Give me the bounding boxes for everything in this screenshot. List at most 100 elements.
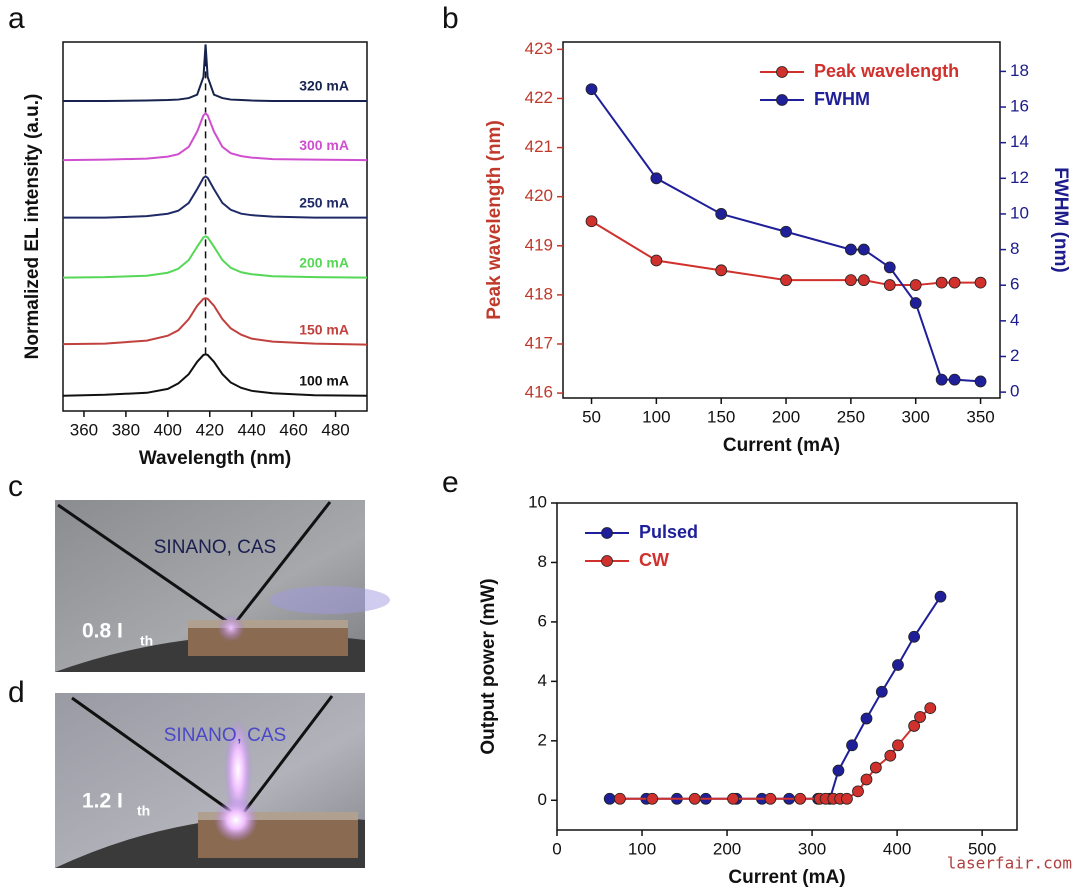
series-label: 250 mA <box>299 194 349 210</box>
y2-tick-label: 14 <box>1010 132 1029 151</box>
series-line <box>63 44 367 103</box>
legend-label: Peak wavelength <box>814 61 959 81</box>
y2-tick-label: 8 <box>1010 239 1019 258</box>
data-point <box>844 243 857 256</box>
emission <box>217 614 245 642</box>
y-tick-label: 420 <box>525 186 553 205</box>
data-point <box>794 792 807 805</box>
y2-tick-label: 10 <box>1010 203 1029 222</box>
data-point <box>908 720 921 732</box>
y-tick-label: 417 <box>525 333 553 352</box>
data-point <box>860 712 873 725</box>
x-tick-label: 300 <box>902 407 930 426</box>
plot-frame <box>556 502 1018 831</box>
series-line <box>619 707 931 800</box>
series-line <box>62 111 368 162</box>
y-tick-label: 416 <box>525 383 553 402</box>
data-point <box>832 764 845 777</box>
data-point <box>650 172 663 185</box>
emission <box>224 718 252 822</box>
data-point <box>884 749 897 762</box>
series-line <box>62 235 368 279</box>
y-axis-title: Output power (mW) <box>478 578 499 754</box>
series-label: 200 mA <box>299 254 349 270</box>
series-label: 320 mA <box>299 78 349 94</box>
data-point <box>869 761 882 774</box>
data-point <box>948 276 961 289</box>
x-tick-label: 420 <box>196 420 224 439</box>
data-point <box>892 659 904 671</box>
series-line <box>62 297 368 346</box>
legend-label: FWHM <box>814 89 870 109</box>
x-tick-label: 360 <box>70 420 98 439</box>
y2-tick-label: 0 <box>1010 382 1019 401</box>
y2-tick-label: 16 <box>1010 97 1029 116</box>
x-tick-label: 460 <box>279 420 307 439</box>
data-point <box>650 254 663 267</box>
y2-tick-label: 12 <box>1010 168 1029 187</box>
data-point <box>846 739 858 752</box>
data-point <box>646 792 659 805</box>
legend-label: CW <box>639 550 669 570</box>
data-point <box>909 297 922 309</box>
probe <box>57 503 229 624</box>
data-point <box>909 279 922 291</box>
y-axis-title: Normalized EL intensity (a.u.) <box>22 94 43 360</box>
y2-tick-label: 6 <box>1010 275 1019 294</box>
x-tick-label: 200 <box>772 407 800 426</box>
x-tick-label: 380 <box>112 420 140 439</box>
data-point <box>948 373 961 386</box>
probe <box>234 501 332 623</box>
data-point <box>860 773 873 786</box>
data-point <box>974 375 987 388</box>
panel-label: e <box>442 466 459 499</box>
data-point <box>974 276 987 289</box>
photo-caption: SINANO, CAS <box>154 537 276 558</box>
photo-caption: SINANO, CAS <box>164 725 286 746</box>
series-line <box>62 353 368 397</box>
photo-text: 1.2 I <box>82 790 123 813</box>
photo-c <box>55 500 390 672</box>
y-tick-label: 6 <box>538 611 547 630</box>
y-tick-label: 421 <box>525 137 553 156</box>
device-top <box>198 812 358 820</box>
data-point <box>603 792 616 805</box>
y-tick-label: 8 <box>538 552 547 571</box>
x-tick-label: 300 <box>798 839 826 858</box>
device <box>188 626 348 656</box>
data-point <box>715 264 728 277</box>
y2-axis-title: FWHM (nm) <box>1050 167 1071 273</box>
data-point <box>727 792 739 805</box>
data-point <box>852 785 864 798</box>
x-tick-label: 400 <box>883 839 911 858</box>
data-point <box>875 685 888 698</box>
data-point <box>764 792 777 805</box>
data-point <box>614 792 626 805</box>
photo-d <box>55 693 365 868</box>
data-point <box>935 276 948 289</box>
series-line <box>609 596 942 800</box>
panel-label: a <box>8 2 25 35</box>
plot-frame <box>562 41 1001 399</box>
light-beam <box>270 586 390 614</box>
data-point <box>934 590 947 603</box>
photo-subscript: th <box>137 803 150 819</box>
x-tick-label: 100 <box>642 407 670 426</box>
y2-tick-label: 18 <box>1010 61 1029 80</box>
y-tick-label: 10 <box>528 492 547 511</box>
data-point <box>780 274 792 287</box>
watermark: laserfair.com <box>947 854 1072 873</box>
x-axis-title: Wavelength (nm) <box>139 448 291 469</box>
x-tick-label: 250 <box>837 407 865 426</box>
data-point <box>883 279 896 291</box>
x-axis-title: Current (mA) <box>723 435 840 456</box>
x-axis-title: Current (mA) <box>728 867 845 888</box>
data-point <box>585 83 598 96</box>
data-point <box>585 215 598 228</box>
panel-label: d <box>8 676 25 709</box>
device-top <box>188 620 348 628</box>
series-label: 100 mA <box>299 372 349 388</box>
y-tick-label: 418 <box>525 284 553 303</box>
data-point <box>914 711 926 723</box>
